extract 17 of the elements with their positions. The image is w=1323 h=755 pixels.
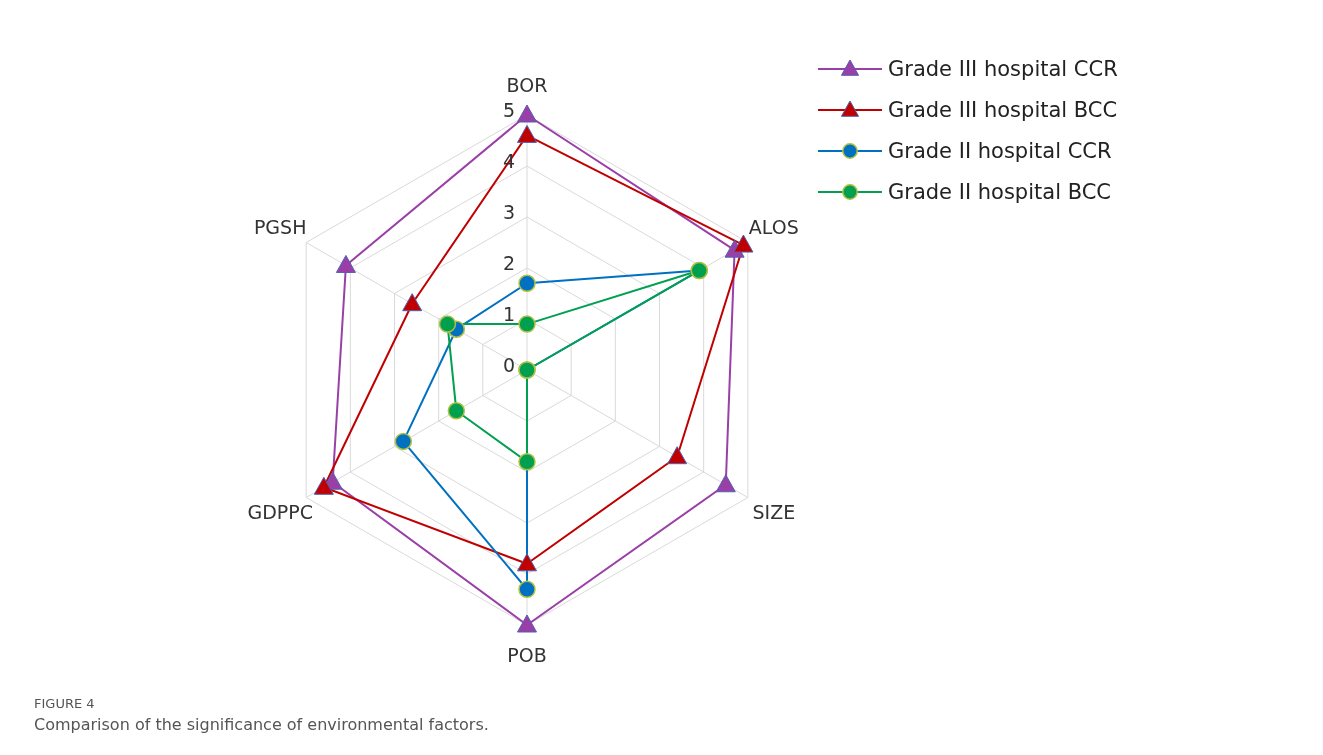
y-tick-label: 5 [502, 98, 516, 121]
y-tick-label: 3 [502, 200, 516, 223]
spoke-label: BOR [506, 73, 548, 96]
spoke-label: SIZE [752, 501, 796, 524]
spoke-label: GDPPC [247, 501, 313, 524]
y-tick-label: 0 [502, 353, 516, 376]
spoke-label: POB [507, 643, 547, 666]
y-tick-label: 2 [502, 251, 516, 274]
legend-label: Grade III hospital CCR [888, 56, 1118, 81]
legend-label: Grade II hospital BCC [888, 179, 1112, 204]
spoke-label: ALOS [748, 216, 799, 239]
caption: FIGURE 4 [34, 696, 96, 711]
legend-label: Grade II hospital CCR [888, 138, 1112, 163]
legend-label: Grade III hospital BCC [888, 97, 1118, 122]
y-tick-label: 1 [502, 302, 516, 325]
spoke-label: PGSH [253, 216, 307, 239]
text: Comparison of the significance of environmental factors. [34, 715, 489, 734]
